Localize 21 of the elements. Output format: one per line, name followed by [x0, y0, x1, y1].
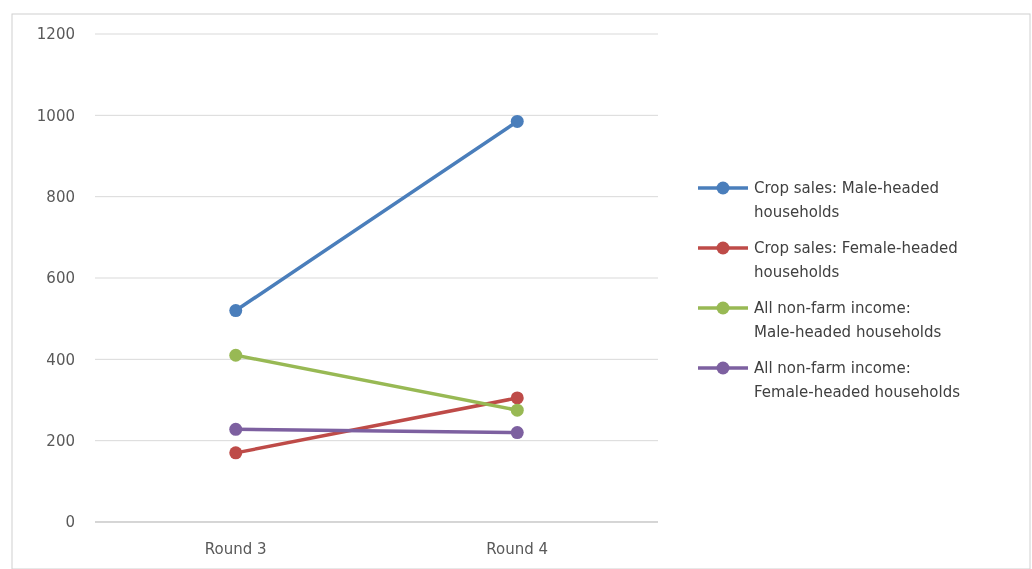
point	[229, 348, 243, 362]
y-tick-label: 0	[65, 513, 75, 532]
x-tick-label: Round 4	[486, 540, 549, 558]
point	[510, 114, 524, 128]
legend-label: Crop sales: Female-headed households	[754, 239, 958, 282]
legend-label: All non-farm income: Female-headed households	[754, 359, 961, 402]
point	[510, 426, 524, 440]
y-tick-label: 600	[46, 269, 75, 288]
point	[229, 446, 243, 460]
point	[229, 304, 243, 318]
point	[229, 422, 243, 436]
legend-label: Crop sales: Male-headed households	[754, 179, 939, 222]
y-tick-label: 800	[46, 187, 75, 206]
x-tick-label: Round 3	[204, 540, 267, 558]
y-tick-label: 1000	[36, 106, 75, 125]
y-tick-label: 400	[46, 350, 75, 369]
y-tick-label: 200	[46, 431, 75, 450]
point	[510, 403, 524, 417]
legend-label: All non-farm income: Male-headed households	[754, 299, 942, 342]
point	[510, 391, 524, 405]
y-tick-label: 1200	[36, 25, 75, 44]
